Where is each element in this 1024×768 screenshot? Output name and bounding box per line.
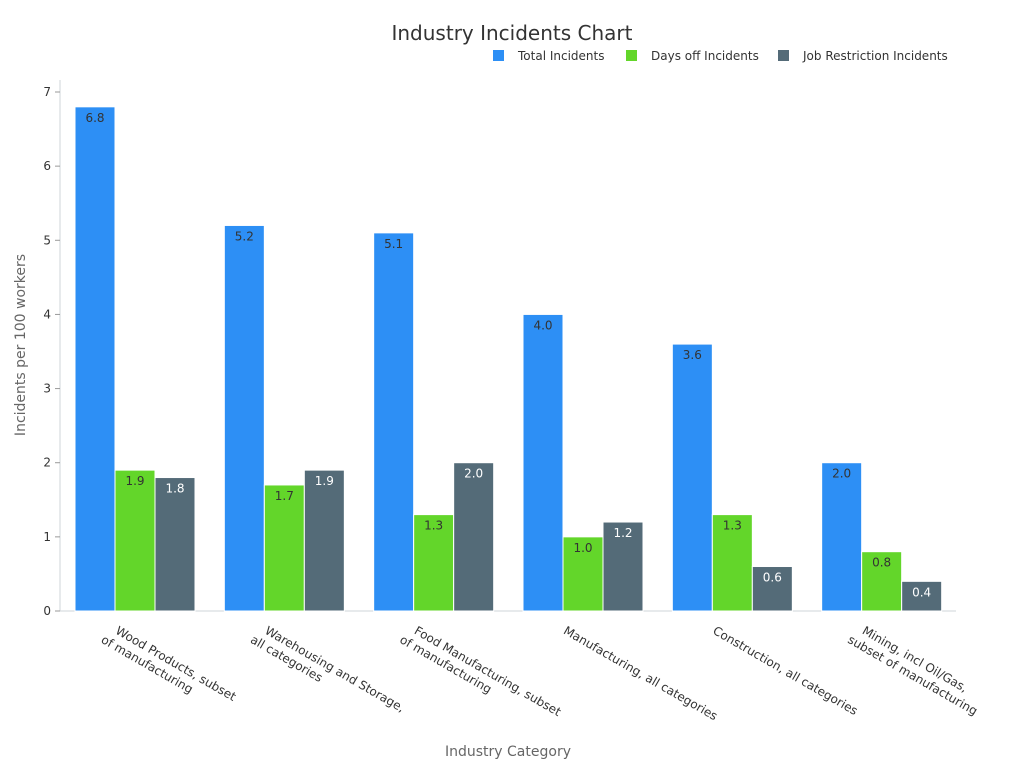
x-tick-label-line: subset of manufacturing <box>845 632 980 718</box>
x-tick-label: Warehousing and Storage,all categories <box>248 619 407 728</box>
bar <box>223 224 265 612</box>
data-label: 1.2 <box>613 526 632 540</box>
bar <box>303 469 345 612</box>
data-label: 5.1 <box>384 237 403 251</box>
data-label: 1.9 <box>125 474 144 488</box>
x-tick-label: Mining, incl Oil/Gas,subset of manufactu… <box>845 619 987 718</box>
data-label: 1.9 <box>315 474 334 488</box>
bar <box>602 521 644 612</box>
data-label: 1.3 <box>424 519 443 533</box>
bar <box>74 106 116 612</box>
legend-label: Job Restriction Incidents <box>802 49 948 63</box>
data-label: 3.6 <box>683 348 702 362</box>
legend-swatch <box>626 50 637 61</box>
y-axis-title: Incidents per 100 workers <box>13 254 29 436</box>
bar <box>901 580 943 612</box>
legend-swatch <box>493 50 504 61</box>
data-label: 1.3 <box>723 519 742 533</box>
x-tick-label: Food Manufacturing, subsetof manufacturi… <box>397 619 563 732</box>
y-tick-label: 0 <box>43 604 51 618</box>
bar <box>751 566 793 612</box>
y-tick-label: 7 <box>43 85 51 99</box>
legend: Total Incidents Days off Incidents Job Res… <box>493 49 948 63</box>
y-tick-label: 4 <box>43 307 51 321</box>
bar <box>671 343 713 612</box>
bar <box>821 462 863 612</box>
bar <box>154 477 196 612</box>
data-label: 2.0 <box>832 467 851 481</box>
data-label: 1.8 <box>165 482 184 496</box>
data-label: 0.8 <box>872 556 891 570</box>
data-label: 6.8 <box>85 111 104 125</box>
x-axis: Wood Products, subsetof manufacturing War… <box>60 610 987 732</box>
data-label: 5.2 <box>235 229 254 243</box>
x-tick-label-line: Construction, all categories <box>711 623 861 718</box>
data-label: 4.0 <box>533 318 552 332</box>
x-tick-label: Wood Products, subsetof manufacturing <box>99 619 239 717</box>
y-tick-label: 5 <box>43 233 51 247</box>
bar <box>413 514 455 612</box>
chart-title: Industry Incidents Chart <box>391 21 632 45</box>
data-label: 1.0 <box>573 541 592 555</box>
y-axis: 0 1 2 3 4 5 6 7 <box>43 80 61 618</box>
y-tick-label: 3 <box>43 382 51 396</box>
legend-swatch <box>778 50 789 61</box>
bar <box>373 232 415 612</box>
x-tick-label-line: Warehousing and Storage, <box>263 623 408 715</box>
legend-label: Days off Incidents <box>651 49 759 63</box>
data-label: 0.6 <box>763 571 782 585</box>
x-tick-label-line: Food Manufacturing, subset <box>412 623 564 719</box>
bar <box>114 469 156 612</box>
bar <box>263 484 305 612</box>
bar <box>453 462 495 612</box>
bar <box>861 551 903 612</box>
x-tick-label: Manufacturing, all categories <box>561 623 720 723</box>
y-tick-label: 2 <box>43 456 51 470</box>
data-label: 2.0 <box>464 467 483 481</box>
bar <box>562 536 604 612</box>
x-tick-label-line: Manufacturing, all categories <box>561 623 720 723</box>
bar <box>711 514 753 612</box>
legend-label: Total Incidents <box>517 49 604 63</box>
bar <box>522 313 564 612</box>
data-label: 1.7 <box>275 489 294 503</box>
data-label: 0.4 <box>912 585 931 599</box>
bars: 6.8 1.9 1.8 5.2 1.7 1.9 5.1 1.3 2.0 4.0 1.0 1.2 3.6 1… <box>74 106 943 612</box>
x-tick-label: Construction, all categories <box>711 623 861 718</box>
x-axis-title: Industry Category <box>445 744 571 760</box>
y-tick-label: 1 <box>43 530 51 544</box>
y-tick-label: 6 <box>43 159 51 173</box>
